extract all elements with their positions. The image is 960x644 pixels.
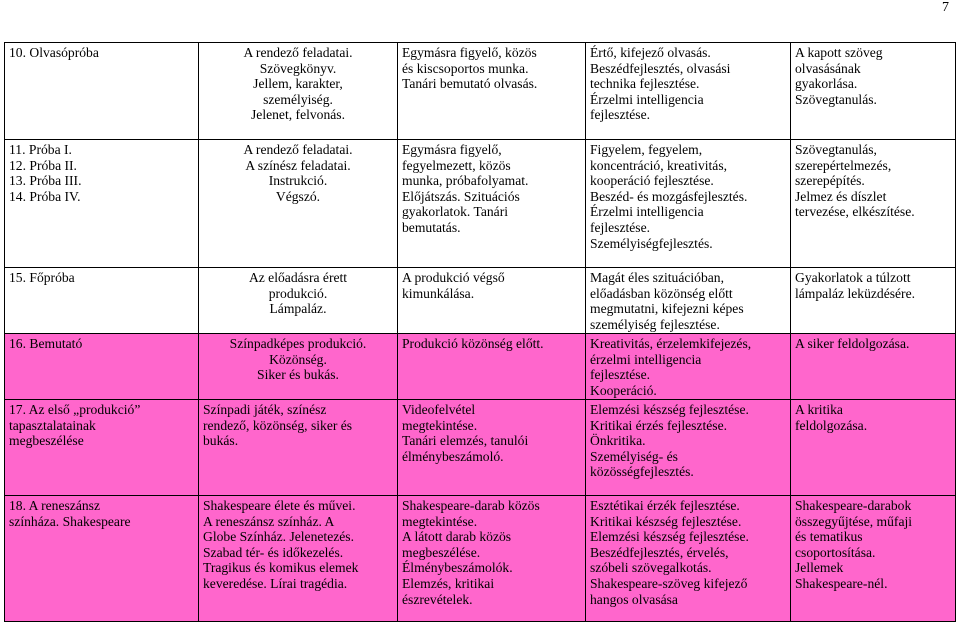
row-method: A produkció végső kimunkálása. xyxy=(397,267,586,334)
row-content: Az előadásra érett produkció. Lámpaláz. xyxy=(198,267,398,334)
row-goal: Shakespeare-darabok összegyűjtése, műfaj… xyxy=(790,495,956,622)
row-development: Magát éles szituációban, előadásban közö… xyxy=(585,267,791,334)
row-content: A rendező feladatai. Szövegkönyv. Jellem… xyxy=(198,42,398,140)
row-development: Esztétikai érzék fejlesztése. Kritikai k… xyxy=(585,495,791,622)
row-method: Shakespeare-darab közös megtekintése. A … xyxy=(397,495,586,622)
table-row: 15. Főpróba Az előadásra érett produkció… xyxy=(4,267,956,334)
row-method: Egymásra figyelő, fegyelmezett, közös mu… xyxy=(397,139,586,268)
table-row-highlighted: 16. Bemutató Színpadképes produkció. Köz… xyxy=(4,333,956,400)
row-content: Színpadi játék, színész rendező, közönsé… xyxy=(198,399,398,496)
row-label: 11. Próba I. 12. Próba II. 13. Próba III… xyxy=(4,139,199,268)
row-content: Színpadképes produkció. Közönség. Siker … xyxy=(198,333,398,400)
row-goal: Szövegtanulás, szerepértelmezés, szerepé… xyxy=(790,139,956,268)
lesson-plan-table: 10. Olvasópróba A rendező feladatai. Szö… xyxy=(4,42,956,622)
row-method: Egymásra figyelő, közös és kiscsoportos … xyxy=(397,42,586,140)
table-row-highlighted: 18. A reneszánsz színháza. Shakespeare S… xyxy=(4,495,956,622)
row-goal: A kapott szöveg olvasásának gyakorlása. … xyxy=(790,42,956,140)
table-row: 10. Olvasópróba A rendező feladatai. Szö… xyxy=(4,42,956,140)
row-goal: A kritika feldolgozása. xyxy=(790,399,956,496)
page-number: 7 xyxy=(942,0,949,15)
row-content: Shakespeare élete és művei. A reneszánsz… xyxy=(198,495,398,622)
table-row: 11. Próba I. 12. Próba II. 13. Próba III… xyxy=(4,139,956,268)
row-label: 10. Olvasópróba xyxy=(4,42,199,140)
row-goal: A siker feldolgozása. xyxy=(790,333,956,400)
row-development: Elemzési készség fejlesztése. Kritikai é… xyxy=(585,399,791,496)
row-method: Produkció közönség előtt. xyxy=(397,333,586,400)
row-label: 17. Az első „produkció” tapasztalatainak… xyxy=(4,399,199,496)
row-content: A rendező feladatai. A színész feladatai… xyxy=(198,139,398,268)
table-row-highlighted: 17. Az első „produkció” tapasztalatainak… xyxy=(4,399,956,496)
row-label: 15. Főpróba xyxy=(4,267,199,334)
row-label: 18. A reneszánsz színháza. Shakespeare xyxy=(4,495,199,622)
row-method: Videofelvétel megtekintése. Tanári elemz… xyxy=(397,399,586,496)
row-development: Figyelem, fegyelem, koncentráció, kreati… xyxy=(585,139,791,268)
row-goal: Gyakorlatok a túlzott lámpaláz leküzdésé… xyxy=(790,267,956,334)
row-label: 16. Bemutató xyxy=(4,333,199,400)
row-development: Kreativitás, érzelemkifejezés, érzelmi i… xyxy=(585,333,791,400)
row-development: Értő, kifejező olvasás. Beszédfejlesztés… xyxy=(585,42,791,140)
